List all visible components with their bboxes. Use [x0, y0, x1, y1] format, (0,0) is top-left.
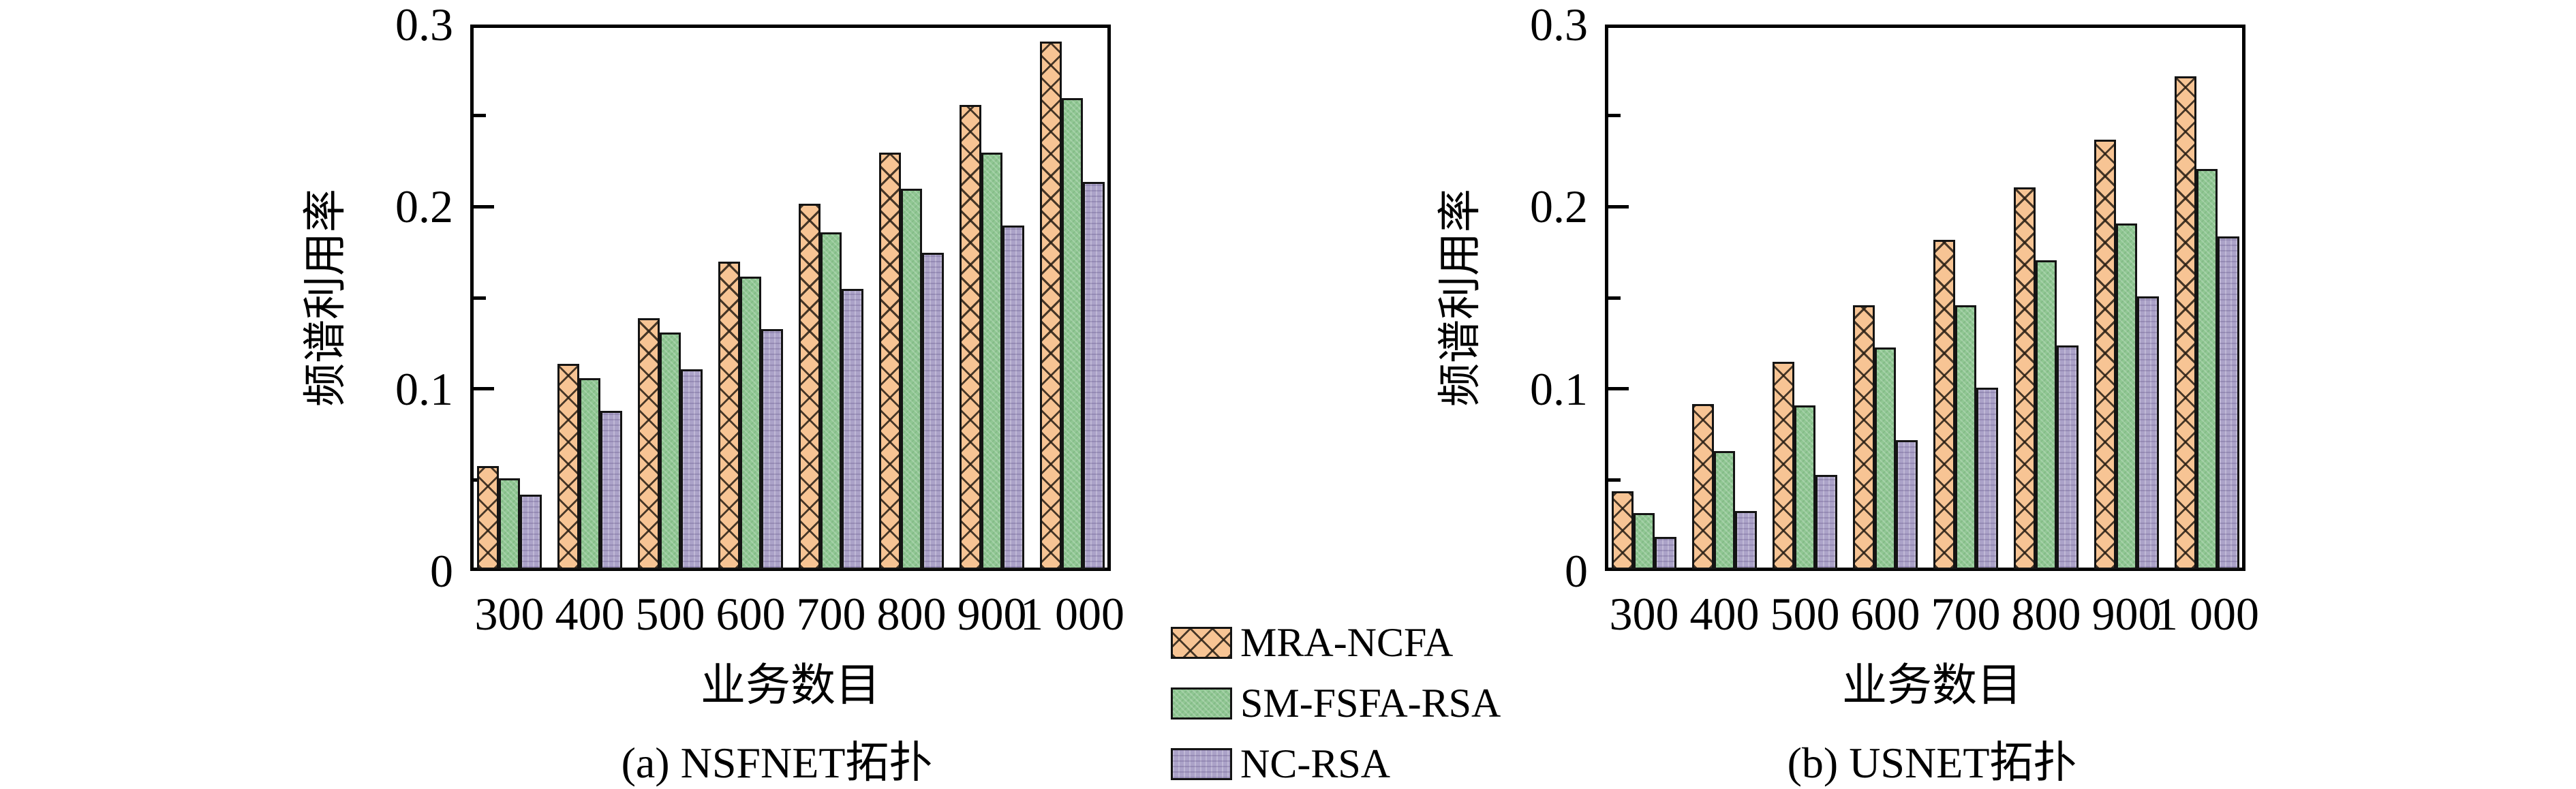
- bar-nc-rsa-400-b: [1735, 511, 1758, 570]
- x-axis-title-b: 业务数目: [1842, 661, 2022, 711]
- y-major-tick-a: [474, 204, 494, 208]
- bar-sm-fsfa-rsa-500-b: [1794, 405, 1816, 570]
- bar-mra-ncfa-800-a: [879, 152, 901, 570]
- bar-sm-fsfa-rsa-900-b: [2115, 223, 2138, 570]
- bar-mra-ncfa-600-b: [1853, 305, 1875, 570]
- y-major-tick-b: [1608, 204, 1629, 208]
- bar-nc-rsa-600-a: [761, 329, 784, 570]
- y-tick-label-a-0: 0: [430, 545, 453, 597]
- legend-swatch-sm-fsfa-rsa: [1171, 687, 1232, 720]
- plot-area-b: [1605, 25, 2245, 571]
- bar-sm-fsfa-rsa-800-a: [900, 189, 923, 570]
- y-tick-label-b-0.1: 0.1: [1530, 362, 1588, 415]
- bar-sm-fsfa-rsa-400-b: [1713, 451, 1736, 570]
- bar-nc-rsa-1000-b: [2218, 236, 2240, 570]
- y-minor-tick-a: [474, 114, 486, 118]
- x-tick-label-b-1000: 1 000: [2155, 588, 2259, 640]
- bar-nc-rsa-700-b: [1976, 387, 1999, 570]
- y-minor-tick-a: [474, 296, 486, 300]
- bar-nc-rsa-600-b: [1896, 440, 1918, 570]
- bar-nc-rsa-700-a: [842, 289, 864, 570]
- plot-area-a: [470, 25, 1111, 571]
- y-tick-label-a-0.1: 0.1: [395, 362, 453, 415]
- bar-sm-fsfa-rsa-1000-a: [1061, 97, 1084, 570]
- subfigure-caption-a: (a) NSFNET拓扑: [621, 739, 933, 787]
- x-tick-label-a-800: 800: [876, 588, 947, 640]
- bar-mra-ncfa-400-a: [557, 363, 579, 570]
- x-tick-label-b-900: 900: [2091, 588, 2162, 640]
- bar-nc-rsa-300-b: [1655, 536, 1677, 570]
- bar-nc-rsa-500-b: [1815, 474, 1838, 570]
- bar-mra-ncfa-700-a: [799, 203, 821, 570]
- bar-sm-fsfa-rsa-700-b: [1954, 305, 1977, 570]
- x-tick-label-a-1000: 1 000: [1020, 588, 1124, 640]
- x-tick-label-b-500: 500: [1770, 588, 1840, 640]
- x-tick-label-b-400: 400: [1689, 588, 1760, 640]
- bar-mra-ncfa-1000-a: [1040, 41, 1062, 570]
- bar-sm-fsfa-rsa-700-a: [820, 232, 842, 570]
- bar-nc-rsa-1000-a: [1083, 181, 1105, 570]
- y-tick-label-a-0.2: 0.2: [395, 181, 453, 233]
- x-tick-label-a-600: 600: [716, 588, 786, 640]
- bar-mra-ncfa-500-b: [1773, 362, 1794, 570]
- bar-sm-fsfa-rsa-800-b: [2035, 260, 2057, 570]
- bar-sm-fsfa-rsa-600-a: [739, 276, 762, 570]
- bar-nc-rsa-900-a: [1002, 225, 1025, 570]
- legend-swatch-mra-ncfa: [1171, 627, 1232, 659]
- bar-nc-rsa-800-a: [922, 252, 945, 570]
- bar-sm-fsfa-rsa-300-a: [498, 478, 521, 570]
- legend-label-sm-fsfa-rsa: SM-FSFA-RSA: [1240, 681, 1501, 726]
- bar-mra-ncfa-400-b: [1692, 403, 1714, 570]
- subfigure-caption-b: (b) USNET拓扑: [1787, 739, 2077, 787]
- bar-sm-fsfa-rsa-600-b: [1874, 347, 1897, 570]
- x-tick-label-a-300: 300: [474, 588, 545, 640]
- y-tick-label-b-0.3: 0.3: [1530, 0, 1588, 50]
- y-minor-tick-b: [1608, 114, 1621, 118]
- bar-sm-fsfa-rsa-900-a: [981, 152, 1003, 570]
- bar-mra-ncfa-1000-b: [2175, 76, 2196, 570]
- x-tick-label-a-500: 500: [635, 588, 705, 640]
- y-tick-label-a-0.3: 0.3: [395, 0, 453, 50]
- x-axis-title-a: 业务数目: [701, 661, 880, 711]
- bar-sm-fsfa-rsa-1000-b: [2196, 168, 2218, 570]
- y-minor-tick-b: [1608, 296, 1621, 300]
- y-tick-label-b-0.2: 0.2: [1530, 181, 1588, 233]
- x-tick-label-a-700: 700: [796, 588, 866, 640]
- y-major-tick-b: [1608, 387, 1629, 391]
- x-tick-label-b-800: 800: [2011, 588, 2081, 640]
- y-major-tick-a: [474, 387, 494, 391]
- bar-mra-ncfa-700-b: [1933, 240, 1955, 570]
- x-tick-label-b-700: 700: [1931, 588, 2001, 640]
- bar-mra-ncfa-300-b: [1612, 491, 1634, 570]
- bar-sm-fsfa-rsa-500-a: [659, 332, 681, 570]
- bar-mra-ncfa-900-b: [2094, 140, 2116, 570]
- x-tick-label-b-300: 300: [1609, 588, 1679, 640]
- x-tick-label-b-600: 600: [1850, 588, 1920, 640]
- y-axis-title-a: 频谱利用率: [301, 189, 350, 407]
- bar-mra-ncfa-900-a: [960, 105, 981, 570]
- bar-mra-ncfa-600-a: [718, 262, 740, 570]
- bar-mra-ncfa-800-b: [2014, 187, 2036, 570]
- legend-label-mra-ncfa: MRA-NCFA: [1240, 620, 1454, 665]
- bar-nc-rsa-400-a: [600, 411, 623, 570]
- legend-swatch-nc-rsa: [1171, 748, 1232, 780]
- bar-sm-fsfa-rsa-400-a: [579, 378, 601, 570]
- x-tick-label-a-900: 900: [957, 588, 1027, 640]
- bar-sm-fsfa-rsa-300-b: [1633, 513, 1655, 570]
- y-minor-tick-b: [1608, 478, 1621, 482]
- y-axis-title-b: 频谱利用率: [1436, 189, 1484, 407]
- bar-nc-rsa-900-b: [2137, 296, 2160, 570]
- x-tick-label-a-400: 400: [555, 588, 625, 640]
- bar-mra-ncfa-300-a: [477, 465, 499, 570]
- y-tick-label-b-0: 0: [1565, 545, 1588, 597]
- bar-nc-rsa-500-a: [681, 369, 703, 570]
- legend-label-nc-rsa: NC-RSA: [1240, 741, 1391, 786]
- bar-nc-rsa-800-b: [2057, 345, 2079, 570]
- bar-nc-rsa-300-a: [520, 495, 542, 570]
- bar-mra-ncfa-500-a: [638, 318, 660, 570]
